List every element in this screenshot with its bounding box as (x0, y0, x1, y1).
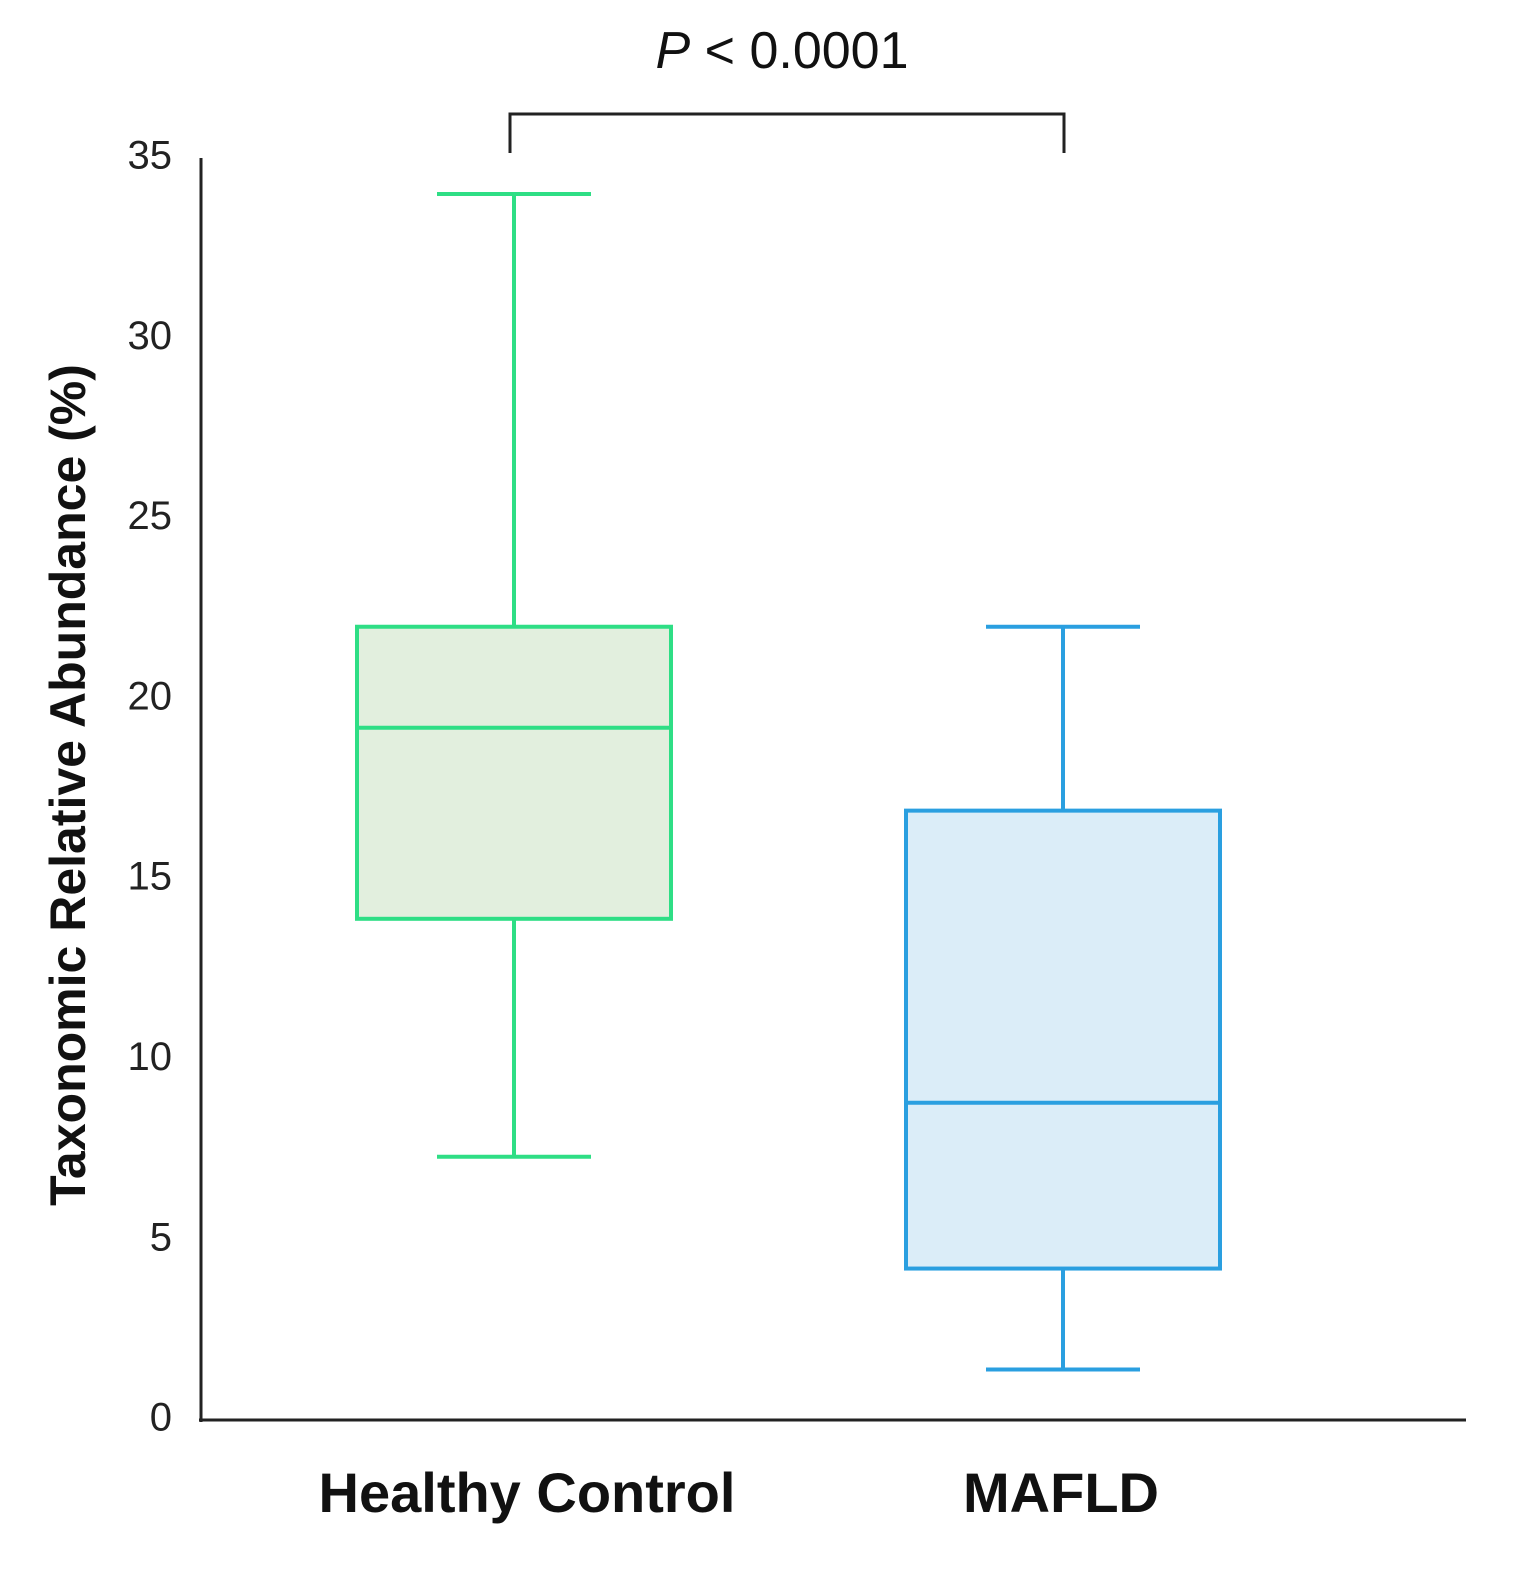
p-value-text: < 0.0001 (690, 22, 908, 80)
iqr-box (355, 624, 673, 921)
boxes (355, 192, 1222, 1372)
y-tick-label: 30 (128, 314, 173, 358)
category-labels: Healthy Control MAFLD (319, 1461, 1159, 1524)
significance-annotation: P < 0.0001 (508, 22, 1066, 153)
category-label: MAFLD (963, 1461, 1159, 1524)
y-tick-label: 25 (128, 494, 173, 538)
iqr-box (904, 808, 1222, 1271)
y-tick-labels: 0 5 10 15 20 25 30 35 (128, 134, 173, 1440)
box-mafld (904, 624, 1222, 1372)
p-value-label: P < 0.0001 (656, 22, 909, 80)
y-tick-label: 10 (128, 1035, 173, 1079)
y-axis-title: Taxonomic Relative Abundance (%) (40, 364, 96, 1206)
y-tick-label: 0 (150, 1396, 172, 1440)
y-tick-label: 5 (150, 1215, 172, 1259)
category-label: Healthy Control (319, 1461, 736, 1524)
p-symbol: P (656, 22, 691, 80)
box-healthy-control (355, 192, 673, 1159)
y-tick-label: 35 (128, 134, 173, 178)
y-tick-label: 20 (128, 674, 173, 718)
significance-bracket (508, 112, 1066, 153)
y-tick-label: 15 (128, 855, 173, 899)
